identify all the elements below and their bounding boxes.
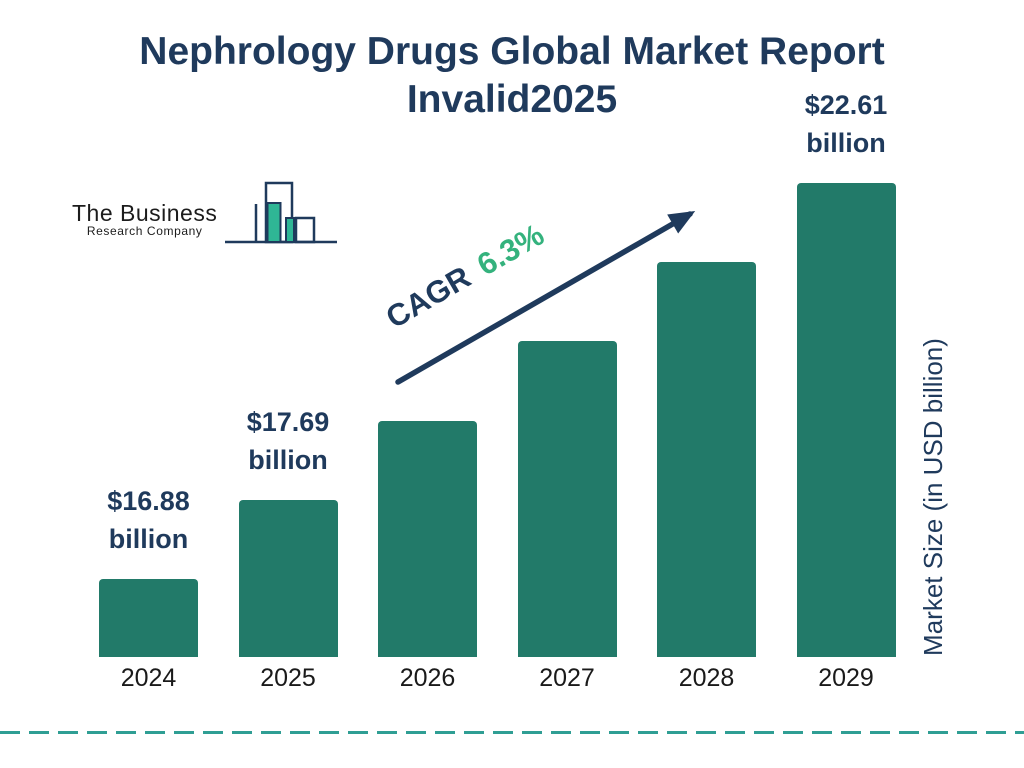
logo-text: The Business Research Company bbox=[72, 201, 217, 238]
bar-2029 bbox=[796, 183, 896, 657]
x-axis-label-2029: 2029 bbox=[818, 664, 874, 692]
x-axis-label-2024: 2024 bbox=[120, 664, 177, 692]
logo: The Business Research Company bbox=[72, 180, 339, 244]
value-amount-2025: $17.69 bbox=[246, 406, 330, 437]
cagr-trend-arrow-icon bbox=[395, 211, 696, 385]
logo-text-primary: The Business bbox=[72, 200, 218, 226]
bar-2025 bbox=[238, 499, 338, 657]
chart-title: Nephrology Drugs Global Market Report In… bbox=[139, 30, 885, 121]
logo-bars-icon bbox=[225, 181, 338, 244]
bar-2024 bbox=[99, 579, 198, 657]
x-axis-label-2028: 2028 bbox=[678, 664, 735, 692]
x-axis-label-2027: 2027 bbox=[539, 664, 595, 692]
bar-2026 bbox=[378, 420, 477, 657]
value-label-2025: $17.69 billion bbox=[203, 403, 373, 479]
value-unit-2025: billion bbox=[248, 444, 328, 475]
value-label-2024: $16.88 billion bbox=[64, 482, 234, 558]
x-axis-label-2026: 2026 bbox=[399, 664, 456, 692]
bar-2028 bbox=[657, 262, 756, 657]
value-amount-2024: $16.88 bbox=[107, 486, 190, 516]
value-label-2029: $22.61 billion bbox=[761, 86, 931, 162]
chart-title-line1: Nephrology Drugs Global Market Report bbox=[139, 30, 885, 73]
value-unit-2029: billion bbox=[806, 128, 886, 158]
value-unit-2024: billion bbox=[108, 524, 189, 554]
bottom-dashed-divider bbox=[0, 731, 1024, 734]
bar-2027 bbox=[517, 341, 617, 657]
value-amount-2029: $22.61 bbox=[804, 90, 888, 120]
x-axis-label-2025: 2025 bbox=[260, 664, 316, 692]
chart-title-line2: 2025 bbox=[530, 78, 618, 121]
y-axis-label: Market Size (in USD billion) bbox=[918, 338, 948, 656]
logo-text-secondary: Research Company bbox=[86, 224, 203, 238]
